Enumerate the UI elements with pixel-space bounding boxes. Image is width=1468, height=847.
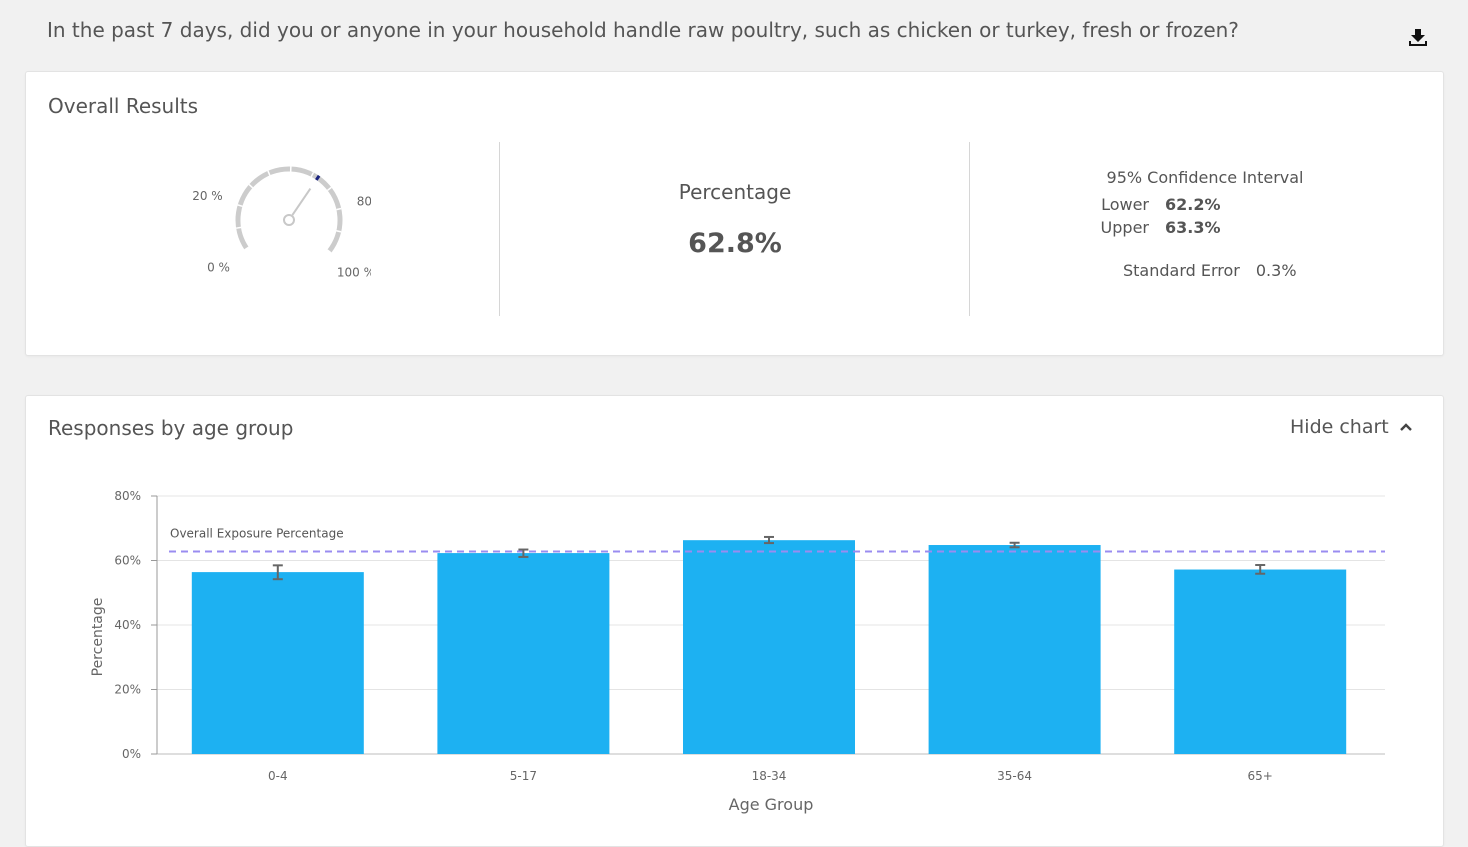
gauge-chart: 0 %20 %40 %60 %80 %100 % xyxy=(161,160,371,300)
bar xyxy=(437,553,609,754)
percentage-value: 62.8% xyxy=(500,228,970,259)
gauge: 0 %20 %40 %60 %80 %100 % xyxy=(161,160,371,300)
standard-error-row: Standard Error 0.3% xyxy=(1123,261,1297,280)
x-tick-label: 18-34 xyxy=(752,769,787,783)
gauge-tick-label: 0 % xyxy=(207,261,230,275)
gauge-tick-label: 80 % xyxy=(357,195,371,209)
reference-line-label: Overall Exposure Percentage xyxy=(170,526,344,540)
gauge-track xyxy=(238,169,340,251)
download-button[interactable] xyxy=(1406,26,1430,50)
y-tick-label: 60% xyxy=(114,554,141,568)
ci-title: 95% Confidence Interval xyxy=(970,168,1440,187)
ci-upper-label: Upper xyxy=(1085,218,1149,237)
standard-error-value: 0.3% xyxy=(1256,261,1297,280)
x-tick-label: 35-64 xyxy=(997,769,1032,783)
y-tick-label: 0% xyxy=(122,747,141,761)
percentage-label: Percentage xyxy=(500,180,970,204)
gauge-tick xyxy=(336,209,341,210)
age-group-bar-chart: 0% 20% 40% 60% 80% 0-4 5-17 18-34 35-64 65+ Overal… xyxy=(26,396,1443,826)
ci-lower-row: Lower 62.2% xyxy=(1085,195,1221,214)
download-icon xyxy=(1406,26,1430,50)
gauge-tick-label: 20 % xyxy=(192,189,223,203)
y-tick-label: 40% xyxy=(114,618,141,632)
overall-results-card: Overall Results 0 %20 %40 %60 %80 %100 %… xyxy=(25,71,1444,356)
y-tick-label: 20% xyxy=(114,683,141,697)
gauge-tick xyxy=(236,227,241,228)
gauge-needle xyxy=(292,189,310,215)
bar xyxy=(683,540,855,754)
age-group-card: Responses by age group Hide chart 0%20%4… xyxy=(25,395,1444,847)
question-text: In the past 7 days, did you or anyone in… xyxy=(47,18,1239,42)
y-axis-title: Percentage xyxy=(90,598,106,677)
overall-results-title: Overall Results xyxy=(48,94,198,118)
x-axis-title: Age Group xyxy=(729,795,814,814)
ci-upper-row: Upper 63.3% xyxy=(1085,218,1221,237)
x-tick-label: 65+ xyxy=(1248,769,1273,783)
bar xyxy=(1174,570,1346,754)
ci-upper-value: 63.3% xyxy=(1165,218,1221,237)
y-tick-label: 80% xyxy=(114,489,141,503)
bar xyxy=(192,572,364,754)
gauge-tick-label: 100 % xyxy=(337,265,371,279)
percentage-block: Percentage 62.8% xyxy=(500,180,970,259)
ci-lower-value: 62.2% xyxy=(1165,195,1221,214)
standard-error-label: Standard Error xyxy=(1123,261,1240,280)
bar xyxy=(929,545,1101,754)
ci-lower-label: Lower xyxy=(1085,195,1149,214)
x-tick-label: 5-17 xyxy=(510,769,537,783)
x-tick-label: 0-4 xyxy=(268,769,288,783)
gauge-pivot xyxy=(284,215,294,225)
